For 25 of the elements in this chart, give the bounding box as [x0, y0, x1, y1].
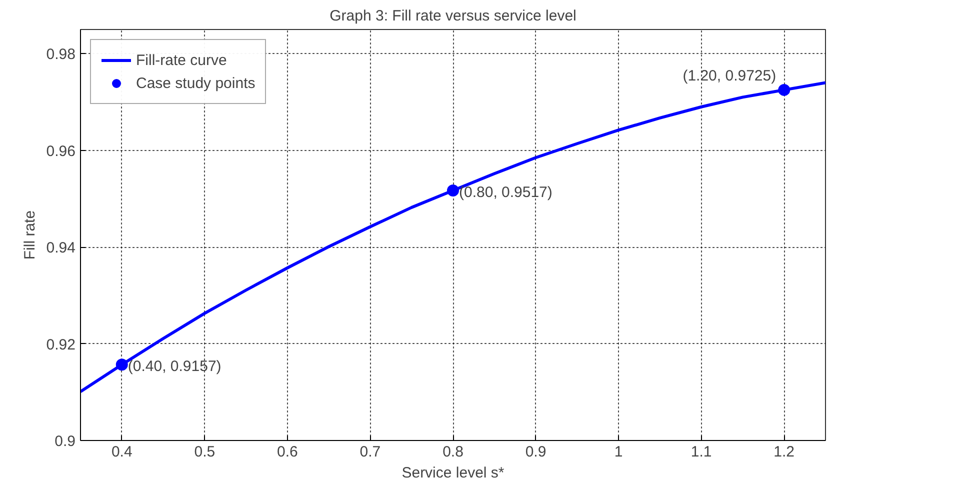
x-tick-label: 0.5 — [194, 444, 216, 460]
y-tick-label: 0.96 — [46, 142, 76, 160]
x-axis-title: Service level s* — [402, 464, 504, 482]
x-tick-label: 0.7 — [360, 444, 381, 460]
annotation: (1.20, 0.9725) — [682, 67, 776, 84]
x-tick-label: 0.6 — [277, 444, 298, 460]
y-axis-title: Fill rate — [21, 210, 38, 260]
x-tick-label: 1 — [614, 444, 623, 460]
annotation: (0.80, 0.9517) — [459, 184, 552, 202]
point — [778, 84, 790, 96]
annotation: (0.40, 0.9157) — [128, 358, 222, 376]
x-tick-label: 1.1 — [690, 444, 712, 460]
x-tick-label: 0.8 — [442, 444, 464, 460]
x-tick-label: 0.4 — [111, 444, 132, 460]
legend-label: Fill-rate curve — [136, 52, 227, 68]
legend-label: Case study points — [136, 74, 256, 92]
x-tick-label: 1.2 — [774, 444, 795, 460]
x-tick-label: 0.9 — [525, 444, 546, 460]
point — [447, 184, 459, 197]
y-tick-label: 0.98 — [46, 46, 76, 64]
y-tick-label: 0.9 — [54, 433, 76, 450]
point — [116, 358, 128, 371]
y-tick-label: 0.92 — [46, 336, 76, 354]
chart-title: Graph 3: Fill rate versus service level — [330, 8, 576, 24]
y-tick-label: 0.94 — [46, 240, 76, 257]
